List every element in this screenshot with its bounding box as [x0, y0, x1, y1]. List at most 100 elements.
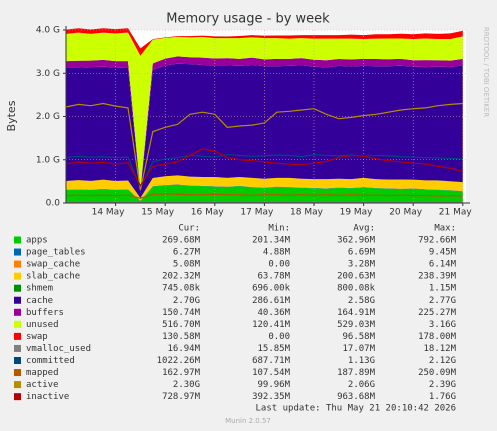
- stat-value: 63.78M: [257, 272, 290, 282]
- legend-label: vmalloc_used: [26, 344, 91, 354]
- x-tick-label: 16 May: [191, 208, 225, 218]
- stat-value: 362.96M: [337, 236, 376, 246]
- legend-swatch: [14, 260, 21, 268]
- legend-label: shmem: [26, 284, 53, 294]
- legend-swatch: [14, 393, 21, 401]
- legend-swatch: [14, 381, 21, 389]
- legend-swatch: [14, 357, 21, 364]
- x-tick-label: 20 May: [389, 208, 423, 218]
- stat-value: 187.89M: [337, 368, 376, 378]
- area: [66, 184, 463, 201]
- stat-value: 516.70M: [162, 320, 201, 330]
- last-update: Last update: Thu May 21 20:10:42 2026: [256, 404, 456, 414]
- stat-value: 2.77G: [429, 296, 456, 306]
- generator: Munin 2.0.57: [225, 417, 271, 425]
- stat-value: 2.39G: [429, 380, 456, 390]
- legend-label: apps: [26, 236, 48, 246]
- stat-value: 9.45M: [429, 248, 457, 258]
- stat-value: 107.54M: [252, 368, 291, 378]
- y-axis-label: Bytes: [5, 100, 18, 131]
- legend-swatch: [14, 236, 21, 244]
- stat-value: 0.00: [268, 332, 290, 342]
- stat-value: 40.36M: [257, 308, 290, 318]
- stat-value: 696.00k: [252, 284, 291, 294]
- stat-value: 200.63M: [337, 272, 376, 282]
- legend-label: cache: [26, 296, 53, 306]
- area: [66, 32, 463, 190]
- stat-value: 201.34M: [252, 236, 291, 246]
- legend-label: active: [26, 380, 59, 390]
- stat-value: 392.35M: [252, 392, 291, 402]
- stat-value: 1.13G: [348, 356, 375, 366]
- stat-value: 99.96M: [257, 380, 290, 390]
- legend-swatch: [14, 332, 21, 340]
- stat-value: 178.00M: [418, 332, 457, 342]
- stat-value: 2.12G: [429, 356, 456, 366]
- area: [66, 28, 463, 56]
- legend-label: page_tables: [26, 248, 86, 258]
- stat-value: 6.27M: [173, 248, 201, 258]
- stat-value: 1.15M: [429, 284, 457, 294]
- stat-value: 225.27M: [418, 308, 457, 318]
- legend-label: committed: [26, 356, 75, 366]
- stat-value: 3.28M: [348, 260, 376, 270]
- x-tick-label: 15 May: [141, 208, 175, 218]
- stat-value: 0.00: [268, 260, 290, 270]
- stat-value: 286.61M: [252, 296, 291, 306]
- stat-value: 17.07M: [342, 344, 375, 354]
- stat-value: 96.58M: [342, 332, 375, 342]
- legend-swatch: [14, 296, 21, 304]
- stat-value: 269.68M: [162, 236, 201, 246]
- area: [66, 175, 463, 201]
- legend-swatch: [14, 248, 21, 256]
- legend-label: swap_cache: [26, 260, 80, 270]
- stat-value: 687.71M: [252, 356, 291, 366]
- stat-value: 120.41M: [252, 320, 291, 330]
- stat-value: 15.85M: [257, 344, 290, 354]
- legend-label: slab_cache: [26, 272, 80, 282]
- stat-value: 963.68M: [337, 392, 376, 402]
- stats-header: Max:: [434, 224, 456, 234]
- x-tick-label: 17 May: [240, 208, 274, 218]
- y-tick-label: 1.0 G: [36, 155, 60, 165]
- stat-value: 1.76G: [429, 392, 456, 402]
- stat-value: 800.08k: [337, 284, 376, 294]
- stat-value: 2.58G: [348, 296, 375, 306]
- legend-label: unused: [26, 320, 59, 330]
- stat-value: 130.58M: [162, 332, 201, 342]
- stat-value: 6.14M: [429, 260, 457, 270]
- stat-value: 162.97M: [162, 368, 201, 378]
- x-tick-label: 14 May: [92, 208, 126, 218]
- stat-value: 18.12M: [423, 344, 456, 354]
- line: [65, 193, 463, 199]
- legend-swatch: [14, 272, 21, 280]
- stat-value: 238.39M: [418, 272, 457, 282]
- y-tick-label: 0.0: [46, 199, 61, 209]
- chart-title: Memory usage - by week: [166, 12, 330, 27]
- stat-value: 164.91M: [337, 308, 376, 318]
- x-tick-label: 21 May: [439, 208, 473, 218]
- stat-value: 2.30G: [173, 380, 200, 390]
- x-tick-label: 18 May: [290, 208, 324, 218]
- legend-swatch: [14, 308, 21, 316]
- line: [65, 148, 463, 187]
- line: [65, 153, 463, 190]
- legend-swatch: [14, 320, 21, 328]
- stat-value: 250.09M: [418, 368, 457, 378]
- y-tick-label: 3.0 G: [36, 69, 60, 79]
- legend-swatch: [14, 369, 21, 377]
- stats-header: Avg:: [353, 224, 375, 234]
- y-tick-label: 4.0 G: [36, 26, 60, 36]
- legend-label: mapped: [26, 368, 59, 378]
- stat-value: 16.94M: [167, 344, 200, 354]
- stat-value: 728.97M: [162, 392, 201, 402]
- legend-swatch: [14, 284, 21, 292]
- legend-label: inactive: [26, 392, 69, 402]
- legend-label: buffers: [26, 308, 64, 318]
- stat-value: 6.69M: [348, 248, 376, 258]
- stat-value: 3.16G: [429, 320, 456, 330]
- stat-value: 745.08k: [162, 284, 201, 294]
- stats-header: Cur:: [178, 224, 200, 234]
